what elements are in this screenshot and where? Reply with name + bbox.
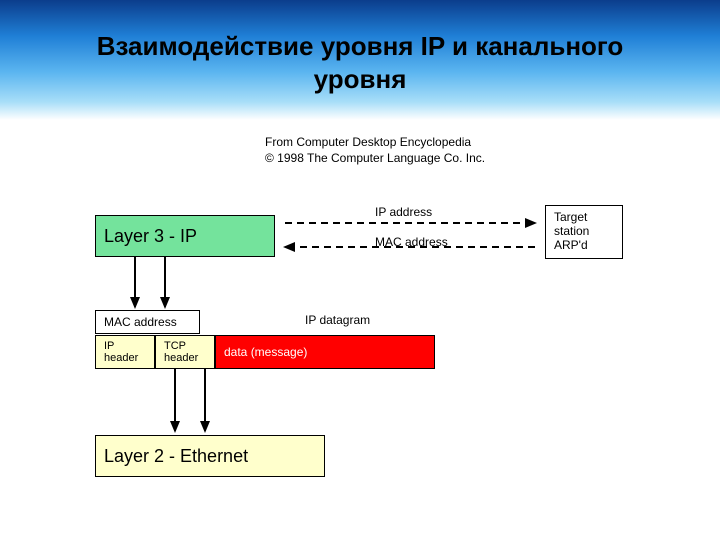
title-line-1: Взаимодействие уровня IP и канального (97, 31, 624, 61)
diagram-area: From Computer Desktop Encyclopedia © 199… (75, 135, 655, 515)
data-message-box: data (message) (215, 335, 435, 369)
target-line-3: ARP'd (554, 239, 588, 253)
ip-datagram-caption: IP datagram (305, 313, 370, 327)
layer2-box: Layer 2 - Ethernet (95, 435, 325, 477)
mac-address-box: MAC address (95, 310, 200, 334)
tcp-header-box: TCPheader (155, 335, 215, 369)
target-line-1: Target (554, 211, 587, 225)
mac-address-arrow-label: MAC address (375, 235, 448, 249)
layer3-box: Layer 3 - IP (95, 215, 275, 257)
target-line-2: station (554, 225, 589, 239)
ip-header-box: IPheader (95, 335, 155, 369)
slide-header: Взаимодействие уровня IP и канального ур… (0, 0, 720, 120)
slide-title: Взаимодействие уровня IP и канального ур… (0, 0, 720, 95)
attribution-line-1: From Computer Desktop Encyclopedia (265, 135, 471, 149)
title-line-2: уровня (314, 64, 407, 94)
attribution: From Computer Desktop Encyclopedia © 199… (265, 135, 485, 166)
ip-address-label: IP address (375, 205, 432, 219)
attribution-line-2: © 1998 The Computer Language Co. Inc. (265, 151, 485, 165)
target-station-box: Target station ARP'd (545, 205, 623, 259)
